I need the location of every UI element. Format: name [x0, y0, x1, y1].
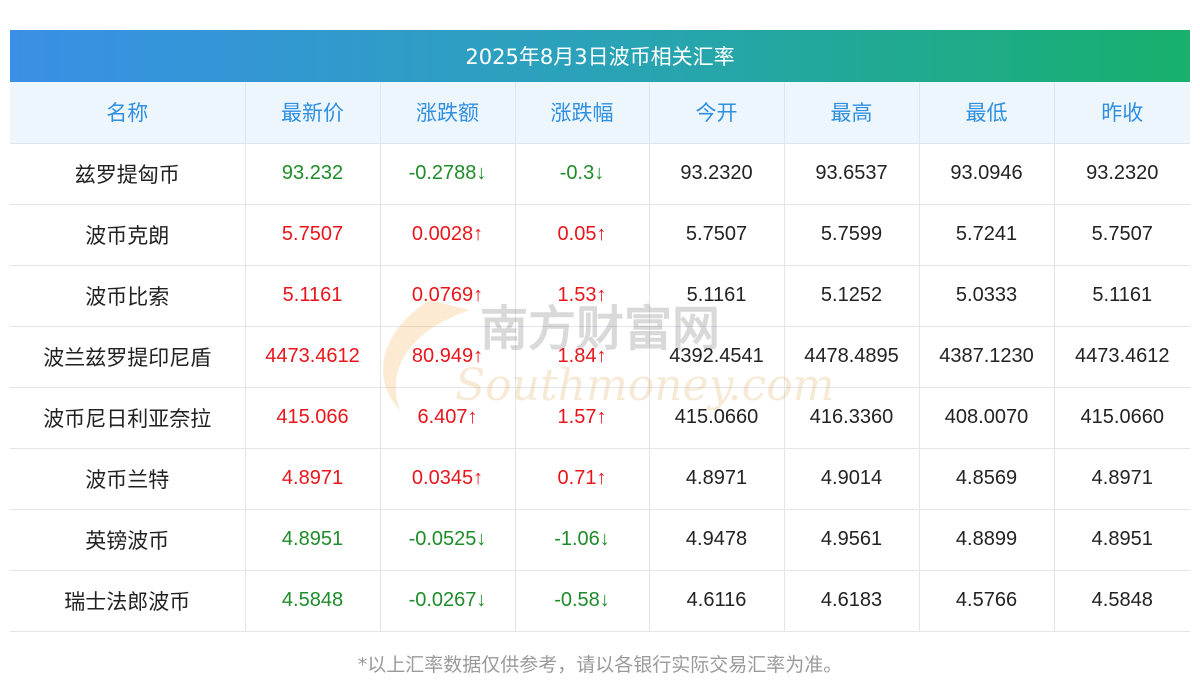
cell-latest: 4.5848	[245, 570, 381, 632]
header-prev: 昨收	[1054, 82, 1190, 144]
cell-open: 415.0660	[649, 387, 785, 449]
header-name: 名称	[10, 82, 246, 144]
cell-name: 英镑波币	[10, 509, 246, 571]
cell-latest: 5.1161	[245, 265, 381, 327]
cell-name: 波币兰特	[10, 448, 246, 510]
cell-low: 5.7241	[919, 204, 1055, 266]
cell-low: 93.0946	[919, 143, 1055, 205]
cell-high: 4.9561	[784, 509, 920, 571]
cell-prev: 415.0660	[1054, 387, 1190, 449]
table-title: 2025年8月3日波币相关汇率	[10, 30, 1190, 82]
header-pct: 涨跌幅	[515, 82, 650, 144]
cell-prev: 4.5848	[1054, 570, 1190, 632]
cell-low: 5.0333	[919, 265, 1055, 327]
cell-change: 0.0345↑	[380, 448, 516, 510]
cell-change: 0.0769↑	[380, 265, 516, 327]
cell-latest: 93.232	[245, 143, 381, 205]
cell-pct: -1.06↓	[515, 509, 650, 571]
cell-pct: 0.71↑	[515, 448, 650, 510]
table-row: 兹罗提匈币 93.232 -0.2788↓ -0.3↓ 93.2320 93.6537 93…	[10, 143, 1190, 205]
cell-latest: 415.066	[245, 387, 381, 449]
header-low: 最低	[919, 82, 1055, 144]
cell-prev: 4473.4612	[1054, 326, 1190, 388]
cell-name: 波币比索	[10, 265, 246, 327]
table-row: 瑞士法郎波币 4.5848 -0.0267↓ -0.58↓ 4.6116 4.6183 4.…	[10, 570, 1190, 632]
cell-prev: 5.7507	[1054, 204, 1190, 266]
table-row: 波币尼日利亚奈拉 415.066 6.407↑ 1.57↑ 415.0660 416.33…	[10, 387, 1190, 449]
cell-low: 4.8569	[919, 448, 1055, 510]
cell-low: 4387.1230	[919, 326, 1055, 388]
table-row: 波币兰特 4.8971 0.0345↑ 0.71↑ 4.8971 4.9014 4.8569…	[10, 448, 1190, 510]
cell-high: 4.9014	[784, 448, 920, 510]
table-row: 英镑波币 4.8951 -0.0525↓ -1.06↓ 4.9478 4.9561 4.88…	[10, 509, 1190, 571]
table-row: 波币克朗 5.7507 0.0028↑ 0.05↑ 5.7507 5.7599 5.7241…	[10, 204, 1190, 266]
disclaimer-note: *以上汇率数据仅供参考，请以各银行实际交易汇率为准。	[357, 654, 843, 676]
cell-high: 5.1252	[784, 265, 920, 327]
cell-name: 波币克朗	[10, 204, 246, 266]
cell-open: 4.9478	[649, 509, 785, 571]
header-open: 今开	[649, 82, 785, 144]
cell-low: 4.8899	[919, 509, 1055, 571]
cell-name: 波币尼日利亚奈拉	[10, 387, 246, 449]
cell-change: 6.407↑	[380, 387, 516, 449]
cell-low: 4.5766	[919, 570, 1055, 632]
rates-panel: 2025年8月3日波币相关汇率 名称 最新价 涨跌额 涨跌幅 今开 最高 最低 …	[10, 30, 1190, 632]
cell-high: 4478.4895	[784, 326, 920, 388]
table-row: 波兰兹罗提印尼盾 4473.4612 80.949↑ 1.84↑ 4392.4541 44…	[10, 326, 1190, 388]
cell-high: 93.6537	[784, 143, 920, 205]
cell-pct: 1.84↑	[515, 326, 650, 388]
cell-latest: 5.7507	[245, 204, 381, 266]
cell-open: 5.1161	[649, 265, 785, 327]
rates-table: 名称 最新价 涨跌额 涨跌幅 今开 最高 最低 昨收 兹罗提匈币 93.232 -0…	[10, 82, 1190, 632]
header-latest: 最新价	[245, 82, 381, 144]
header-change: 涨跌额	[380, 82, 516, 144]
cell-change: -0.0525↓	[380, 509, 516, 571]
cell-prev: 93.2320	[1054, 143, 1190, 205]
cell-prev: 5.1161	[1054, 265, 1190, 327]
cell-change: -0.0267↓	[380, 570, 516, 632]
cell-change: 0.0028↑	[380, 204, 516, 266]
cell-name: 兹罗提匈币	[10, 143, 246, 205]
table-row: 波币比索 5.1161 0.0769↑ 1.53↑ 5.1161 5.1252 5.0333…	[10, 265, 1190, 327]
cell-latest: 4.8971	[245, 448, 381, 510]
header-row: 名称 最新价 涨跌额 涨跌幅 今开 最高 最低 昨收	[10, 82, 1190, 144]
cell-open: 4392.4541	[649, 326, 785, 388]
cell-open: 4.8971	[649, 448, 785, 510]
cell-high: 5.7599	[784, 204, 920, 266]
header-high: 最高	[784, 82, 920, 144]
cell-open: 5.7507	[649, 204, 785, 266]
cell-open: 93.2320	[649, 143, 785, 205]
cell-pct: 1.57↑	[515, 387, 650, 449]
cell-change: 80.949↑	[380, 326, 516, 388]
cell-change: -0.2788↓	[380, 143, 516, 205]
cell-high: 416.3360	[784, 387, 920, 449]
cell-open: 4.6116	[649, 570, 785, 632]
cell-name: 波兰兹罗提印尼盾	[10, 326, 246, 388]
cell-pct: -0.3↓	[515, 143, 650, 205]
cell-prev: 4.8971	[1054, 448, 1190, 510]
cell-pct: -0.58↓	[515, 570, 650, 632]
cell-pct: 0.05↑	[515, 204, 650, 266]
cell-high: 4.6183	[784, 570, 920, 632]
cell-latest: 4473.4612	[245, 326, 381, 388]
cell-latest: 4.8951	[245, 509, 381, 571]
cell-name: 瑞士法郎波币	[10, 570, 246, 632]
cell-prev: 4.8951	[1054, 509, 1190, 571]
cell-low: 408.0070	[919, 387, 1055, 449]
cell-pct: 1.53↑	[515, 265, 650, 327]
